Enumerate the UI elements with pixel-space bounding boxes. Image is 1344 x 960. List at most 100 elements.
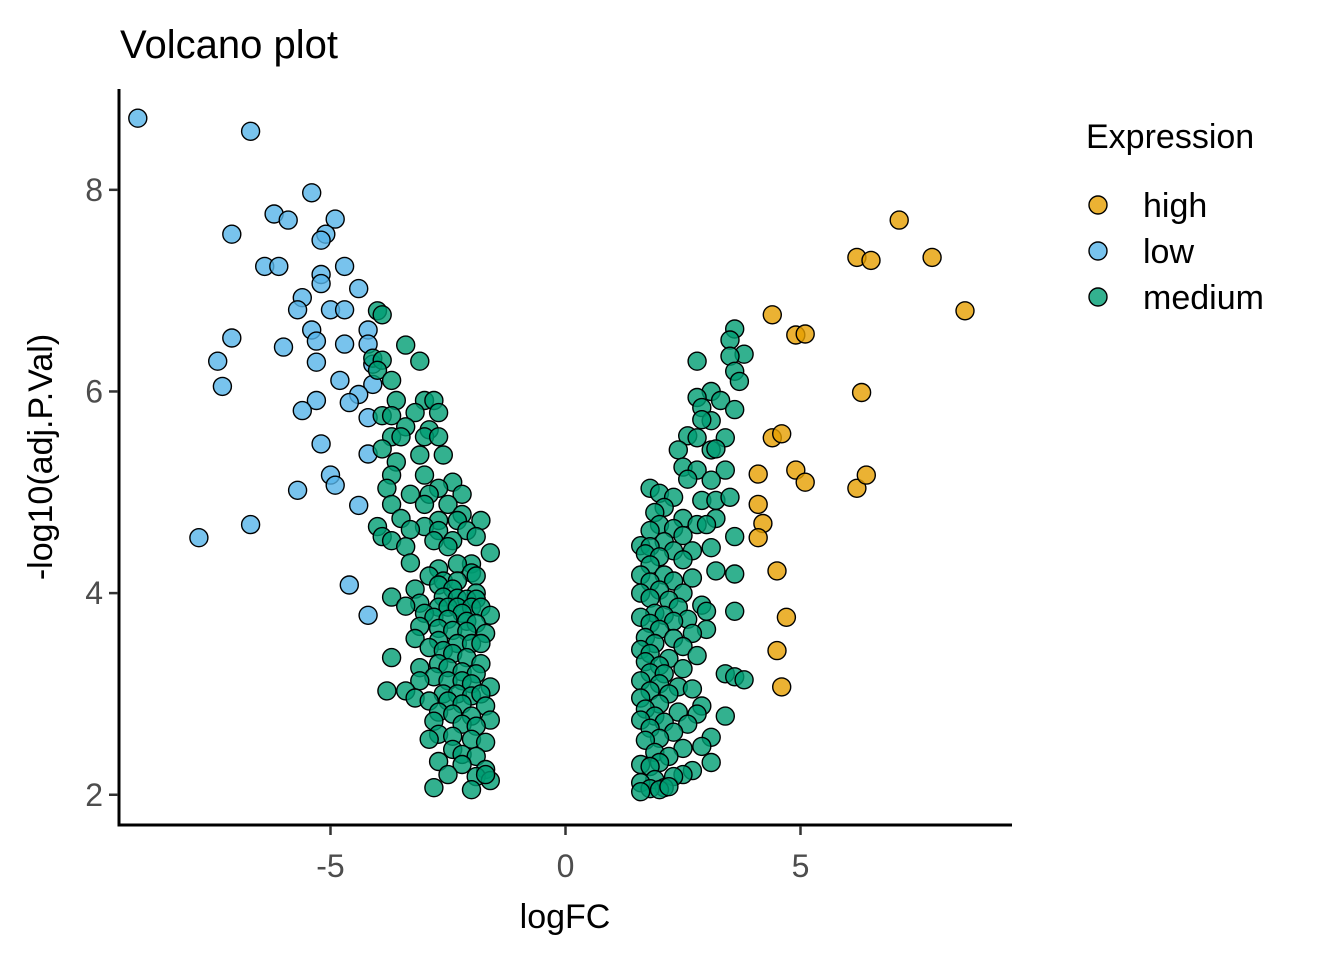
legend-items: high low medium	[1088, 187, 1264, 317]
point-medium-152	[687, 351, 707, 371]
point-medium-159	[725, 399, 745, 420]
point-medium-91	[405, 628, 425, 649]
point-medium-30	[400, 484, 421, 504]
point-medium-157	[710, 390, 731, 411]
point-medium-29	[377, 478, 397, 498]
point-low-45	[339, 575, 359, 595]
point-low-27	[306, 352, 327, 372]
point-high-10	[772, 424, 792, 444]
point-high-11	[748, 464, 768, 484]
point-medium-154	[729, 371, 750, 392]
x-axis-title: logFC	[520, 898, 611, 936]
point-low-16	[287, 300, 308, 320]
point-low-2	[302, 183, 322, 203]
y-tick-label-3: 8	[85, 172, 103, 208]
point-medium-244	[682, 679, 703, 699]
point-medium-11	[428, 402, 449, 423]
point-medium-171	[678, 469, 698, 489]
point-low-13	[311, 273, 331, 294]
point-medium-60	[466, 566, 486, 586]
point-high-3	[922, 247, 942, 268]
point-medium-161	[692, 410, 712, 430]
point-medium-178	[720, 487, 740, 507]
point-medium-6	[367, 360, 388, 380]
point-medium-34	[414, 494, 435, 515]
point-medium-204	[682, 568, 703, 588]
point-medium-167	[668, 440, 688, 460]
point-high-8	[851, 382, 872, 403]
point-medium-118	[377, 681, 397, 701]
point-medium-203	[725, 564, 745, 584]
point-high-21	[767, 640, 787, 661]
point-medium-22	[410, 445, 430, 465]
legend-label-medium: medium	[1143, 279, 1264, 317]
point-medium-135	[475, 732, 496, 752]
point-medium-149	[720, 330, 740, 350]
point-low-4	[278, 210, 298, 230]
point-medium-189	[725, 526, 745, 547]
point-high-0	[889, 210, 909, 230]
point-medium-215	[725, 601, 745, 621]
x-tick-label-0: -5	[316, 848, 344, 884]
point-medium-134	[419, 729, 439, 749]
point-low-0	[128, 108, 148, 128]
point-medium-52	[438, 537, 458, 557]
point-medium-14	[381, 406, 402, 426]
point-high-2	[861, 250, 881, 271]
point-low-18	[334, 300, 355, 320]
point-low-42	[349, 495, 369, 516]
point-high-18	[748, 528, 768, 548]
y-tick-label-0: 2	[85, 777, 103, 813]
point-medium-73	[396, 596, 416, 616]
point-medium-7	[381, 370, 402, 391]
legend-label-high: high	[1143, 187, 1207, 225]
point-medium-5	[410, 351, 430, 371]
point-medium-188	[673, 525, 693, 546]
point-medium-224	[682, 623, 703, 644]
point-medium-279	[631, 782, 651, 802]
point-medium-142	[438, 764, 458, 785]
point-low-44	[189, 528, 209, 548]
point-low-14	[349, 278, 369, 299]
ticks-layer: -5 0 5 2 4 6 8	[85, 172, 809, 884]
point-medium-214	[696, 601, 717, 621]
point-medium-139	[428, 751, 449, 772]
point-high-20	[776, 607, 797, 627]
point-medium-26	[414, 465, 435, 485]
point-medium-35	[438, 494, 458, 515]
point-high-5	[762, 305, 782, 325]
point-high-16	[748, 494, 768, 515]
point-high-22	[772, 677, 792, 697]
point-medium-46	[466, 526, 486, 547]
point-medium-228	[673, 636, 693, 657]
point-low-10	[269, 256, 289, 277]
point-low-26	[207, 351, 228, 371]
y-axis-title: -log10(adj.P.Val)	[22, 334, 60, 580]
point-low-43	[240, 514, 261, 535]
point-low-34	[339, 392, 359, 413]
point-low-41	[287, 480, 308, 500]
point-high-4	[955, 301, 975, 321]
legend-title: Expression	[1086, 118, 1254, 156]
point-medium-99	[381, 647, 402, 668]
point-low-1	[240, 121, 261, 142]
legend-label-low: low	[1143, 233, 1194, 271]
point-medium-163	[687, 428, 707, 448]
y-tick-label-1: 4	[85, 575, 103, 611]
point-low-35	[292, 400, 312, 421]
point-medium-1	[372, 305, 392, 325]
point-medium-146	[461, 780, 482, 800]
point-medium-20	[428, 427, 449, 447]
x-tick-label-1: 0	[557, 848, 575, 884]
point-medium-166	[706, 439, 726, 459]
point-medium-23	[433, 445, 453, 465]
point-medium-169	[715, 460, 735, 480]
point-medium-147	[475, 764, 496, 785]
point-medium-235	[673, 659, 693, 679]
point-medium-200	[706, 561, 726, 581]
point-medium-2	[396, 335, 416, 355]
point-low-6	[222, 224, 242, 244]
point-medium-51	[396, 537, 416, 557]
point-low-30	[212, 376, 233, 397]
point-high-7	[795, 324, 815, 344]
